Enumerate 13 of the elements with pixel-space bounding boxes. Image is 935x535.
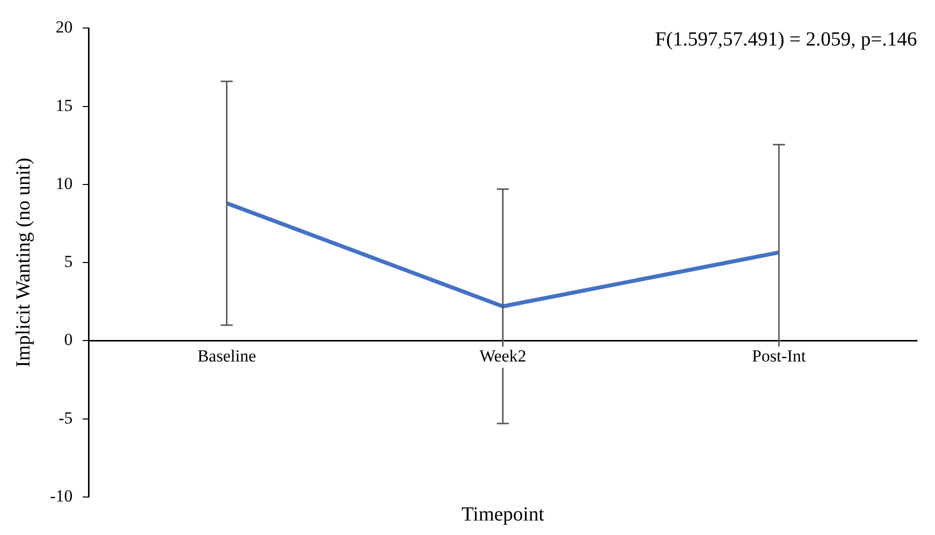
x-tick-label: Baseline <box>197 346 256 366</box>
x-tick-label: Post-Int <box>752 346 806 366</box>
y-tick-label: 15 <box>56 96 73 115</box>
annotation: F(1.597,57.491) = 2.059, p=.146 <box>654 28 917 50</box>
y-tick-label: 10 <box>56 174 73 193</box>
y-tick-label: 5 <box>64 252 73 272</box>
y-tick-label: -10 <box>50 486 73 506</box>
y-axis-title: Implicit Wanting (no unit) <box>12 158 34 368</box>
x-axis-title: Timepoint <box>462 503 545 526</box>
y-tick-label: -5 <box>58 408 73 428</box>
y-tick-label: 0 <box>64 330 73 350</box>
x-tick-label: Week2 <box>479 346 526 366</box>
y-tick-label: 20 <box>56 18 73 37</box>
